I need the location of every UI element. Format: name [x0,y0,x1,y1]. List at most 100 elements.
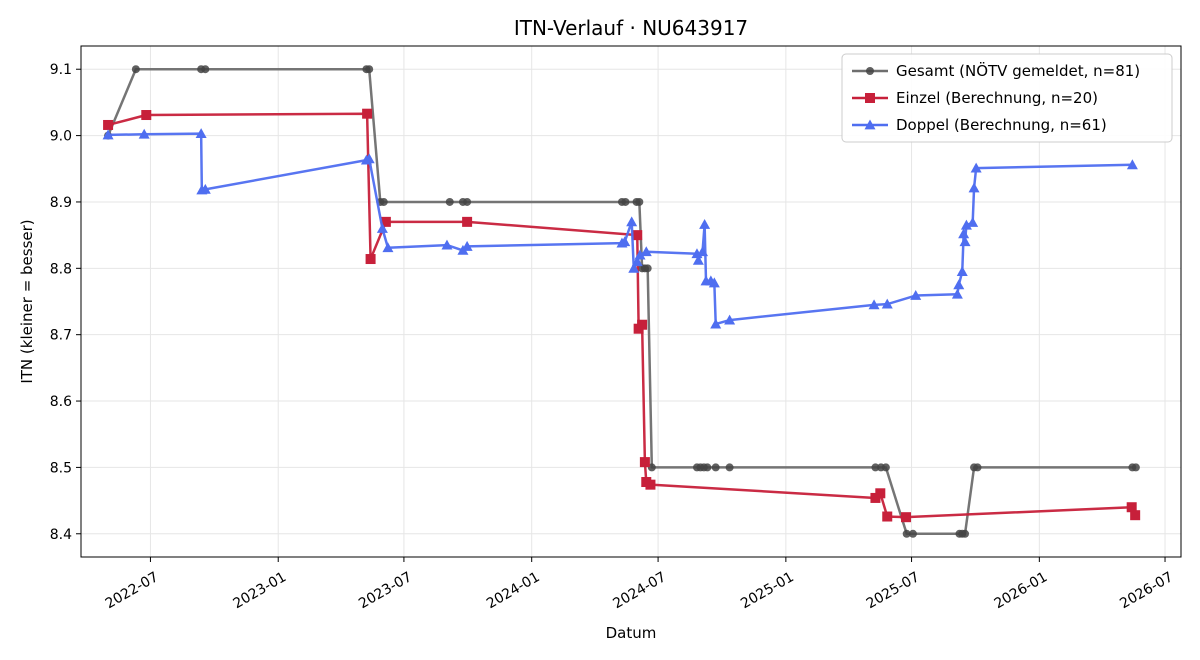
legend-box [841,53,1173,143]
data-point-einzel [632,230,643,241]
legend-label-einzel: Einzel (Berechnung, n=20) [896,89,1098,107]
series-line-doppel [108,132,1133,326]
data-point-doppel [631,256,643,267]
data-point-doppel [968,182,980,193]
data-point-gesamt [908,529,917,538]
legend: Gesamt (NÖTV gemeldet, n=81) Einzel (Bere… [841,53,1173,143]
x-tick-label: 2024-07 [610,569,669,612]
data-point-gesamt [973,463,982,472]
data-point-gesamt [881,463,890,472]
data-point-gesamt [711,463,720,472]
data-point-gesamt [379,197,388,206]
data-point-gesamt [871,463,880,472]
data-point-doppel [697,246,709,257]
data-point-einzel [365,254,376,265]
data-point-doppel [970,162,982,173]
legend-marker-gesamt [866,67,874,75]
chart-title: ITN-Verlauf · NU643917 [514,16,748,40]
series-layer [102,65,1141,538]
data-point-gesamt [703,463,712,472]
plot-frame [80,45,1182,558]
y-tick-label: 9.1 [50,62,72,78]
series-doppel [102,128,1138,329]
data-point-doppel [1126,159,1138,170]
legend-marker-einzel [865,93,875,103]
data-point-gesamt [365,65,374,74]
data-point-doppel [958,228,970,239]
x-tick-label: 2024-01 [484,569,543,612]
data-point-doppel [634,249,646,260]
data-point-doppel [461,240,473,251]
data-point-einzel [1130,510,1141,521]
data-point-gesamt [463,197,472,206]
data-point-doppel [626,216,638,227]
data-point-gesamt [961,529,970,538]
data-point-gesamt [201,65,210,74]
data-point-doppel [699,219,711,229]
data-point-einzel [462,216,473,227]
data-point-einzel [875,488,886,499]
y-tick-label: 8.4 [50,527,72,543]
data-point-gesamt [635,197,644,206]
x-tick-label: 2023-07 [356,569,415,612]
data-point-einzel [882,511,893,522]
x-tick-label: 2026-01 [992,569,1051,612]
data-point-doppel [951,288,963,299]
data-point-gesamt [1131,463,1140,472]
x-tick-label: 2026-07 [1117,569,1176,612]
data-point-einzel [141,110,152,121]
data-point-doppel [195,128,207,138]
data-point-gesamt [643,264,652,273]
y-tick-label: 8.8 [50,261,72,277]
data-point-einzel [645,479,656,490]
data-point-doppel [953,279,965,290]
axes: 2022-07 2023-01 2023-07 2024-01 2024-07 2025-… [50,62,1176,612]
data-point-doppel [102,129,114,140]
data-point-doppel [724,314,736,325]
series-gesamt [104,65,1140,538]
data-point-doppel [376,223,388,233]
data-point-einzel [901,512,911,523]
data-point-doppel [138,128,150,139]
data-point-einzel [380,216,391,227]
data-point-gesamt [131,65,140,74]
data-point-doppel [628,262,640,273]
data-point-doppel [692,254,704,265]
data-point-gesamt [621,197,630,206]
data-point-doppel [382,242,394,253]
series-einzel [103,108,1141,523]
y-tick-label: 8.7 [50,328,72,344]
y-tick-label: 8.9 [50,195,72,211]
data-point-einzel [639,457,650,468]
legend-label-doppel: Doppel (Berechnung, n=61) [896,116,1107,134]
data-point-einzel [637,319,648,330]
y-tick-label: 8.6 [50,394,72,410]
y-tick-label: 8.5 [50,460,72,476]
data-point-doppel [910,290,922,300]
data-point-doppel [959,236,971,247]
data-point-doppel [960,219,972,230]
data-point-doppel [881,298,893,309]
data-point-doppel [199,183,211,194]
legend-marker-doppel [864,119,876,130]
x-axis-label: Datum [606,624,657,642]
series-line-einzel [107,112,1137,519]
data-point-gesamt [445,197,454,206]
data-point-einzel [103,119,114,130]
data-point-doppel [708,277,720,288]
data-point-einzel [362,108,373,119]
data-point-doppel [640,246,652,257]
data-point-doppel [967,217,979,227]
x-tick-label: 2022-07 [103,569,162,612]
data-point-doppel [868,299,880,310]
x-tick-label: 2025-07 [864,569,923,612]
data-point-einzel [1126,502,1137,513]
data-point-doppel [710,318,722,329]
data-point-doppel [619,236,631,247]
x-tick-label: 2025-01 [738,569,797,612]
data-point-doppel [363,153,375,164]
data-point-doppel [956,266,968,277]
data-point-gesamt [902,529,911,538]
